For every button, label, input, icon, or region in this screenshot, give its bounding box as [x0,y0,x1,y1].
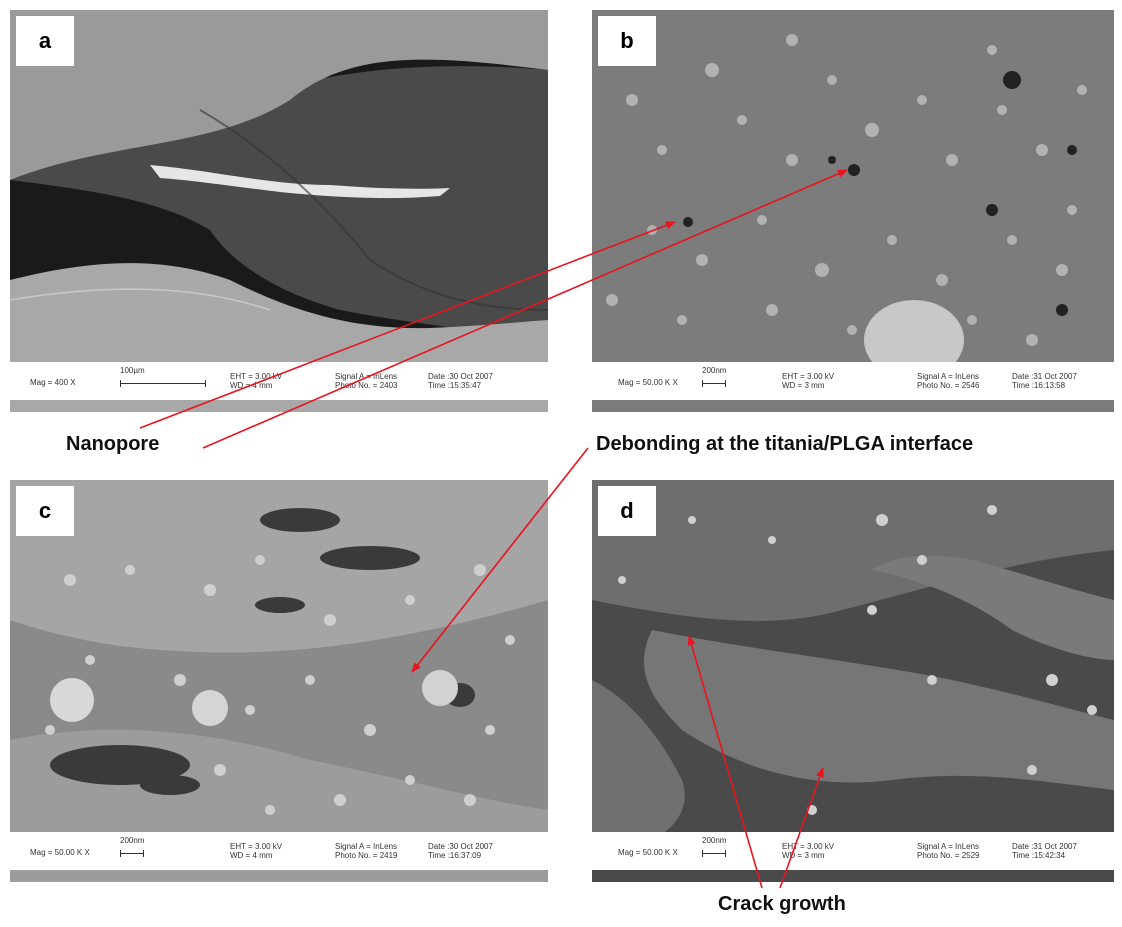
sem-panel-a: a Mag = 400 X 100µm EHT = 3.00 kV WD = 4… [10,10,548,412]
mag-text: Mag = 400 X [30,378,76,387]
mag-text: Mag = 50.00 K X [618,378,678,387]
signal-text: Signal A = InLens [917,372,980,381]
signal-text: Signal A = InLens [335,842,398,851]
date-text: Date :30 Oct 2007 [428,372,493,381]
panel-label-b: b [598,16,656,66]
date-text: Date :31 Oct 2007 [1012,372,1077,381]
sem-image-b [592,10,1114,412]
eht-text: EHT = 3.00 kV [782,842,835,851]
caption-debonding: Debonding at the titania/PLGA interface [596,433,974,455]
sem-image-d [592,480,1114,882]
wd-text: WD = 4 mm [230,381,273,390]
caption-nanopore: Nanopore [66,433,160,455]
scale-bar [702,850,726,857]
wd-text: WD = 4 mm [230,851,273,860]
photo-text: Photo No. = 2529 [917,851,980,860]
mag-text: Mag = 50.00 K X [618,848,678,857]
eht-text: EHT = 3.00 kV [230,372,283,381]
caption-crack-growth: Crack growth [718,893,846,915]
time-text: Time :16:13:58 [1012,381,1066,390]
info-bar-d: Mag = 50.00 K X 200nm EHT = 3.00 kV WD =… [592,832,1114,870]
date-text: Date :31 Oct 2007 [1012,842,1077,851]
scale-text: 200nm [702,366,727,375]
info-bar-c: Mag = 50.00 K X 200nm EHT = 3.00 kV WD =… [10,832,548,870]
panel-label-d: d [598,486,656,536]
scale-bar [702,380,726,387]
signal-text: Signal A = InLens [917,842,980,851]
signal-text: Signal A = InLens [335,372,398,381]
eht-text: EHT = 3.00 kV [230,842,283,851]
scale-bar [120,380,206,387]
panel-label-c: c [16,486,74,536]
info-bar-b: Mag = 50.00 K X 200nm EHT = 3.00 kV WD =… [592,362,1114,400]
sem-panel-d: d Mag = 50.00 K X 200nm EHT = 3.00 kV WD… [592,480,1114,882]
sem-panel-c: c Mag = 50.00 K X 200nm EHT = 3.00 kV WD… [10,480,548,882]
wd-text: WD = 3 mm [782,381,825,390]
scale-text: 200nm [120,836,145,845]
sem-image-a [10,10,548,412]
photo-text: Photo No. = 2403 [335,381,398,390]
time-text: Time :16:37:09 [428,851,482,860]
time-text: Time :15:42:34 [1012,851,1066,860]
mag-text: Mag = 50.00 K X [30,848,90,857]
info-bar-a: Mag = 400 X 100µm EHT = 3.00 kV WD = 4 m… [10,362,548,400]
photo-text: Photo No. = 2546 [917,381,980,390]
date-text: Date :30 Oct 2007 [428,842,493,851]
scale-text: 200nm [702,836,727,845]
eht-text: EHT = 3.00 kV [782,372,835,381]
wd-text: WD = 3 mm [782,851,825,860]
sem-image-c [10,480,548,882]
sem-panel-b: b Mag = 50.00 K X 200nm EHT = 3.00 kV WD… [592,10,1114,412]
scale-text: 100µm [120,366,145,375]
time-text: Time :15:35:47 [428,381,482,390]
scale-bar [120,850,144,857]
panel-label-a: a [16,16,74,66]
photo-text: Photo No. = 2419 [335,851,398,860]
